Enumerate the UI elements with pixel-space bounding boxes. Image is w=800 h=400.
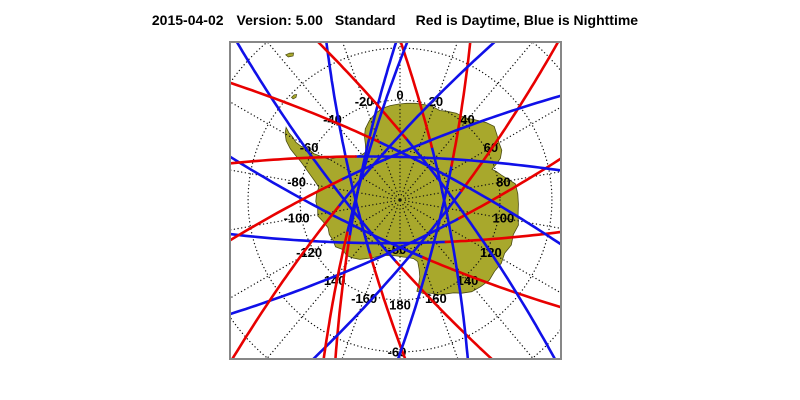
orbit-track-day-segment [322, 231, 349, 359]
orbit-track-day-segment [458, 156, 561, 220]
map-frame [229, 41, 562, 360]
pole-ring [393, 193, 407, 207]
plot-title: 2015-04-02 Version: 5.00 Standard Red is… [152, 12, 638, 28]
orbit-track-night-segment [430, 145, 470, 359]
longitude-label-40: 40 [460, 112, 474, 127]
orbit-track-night-segment [337, 42, 497, 209]
longitude-label-160: 160 [425, 291, 447, 306]
orbit-track-day-segment [230, 205, 340, 359]
meridian-40 [405, 42, 534, 194]
longitude-label--100: -100 [284, 211, 310, 226]
longitude-label-80: 80 [496, 174, 510, 189]
orbit-track-day-segment [444, 230, 561, 244]
orbit-track-night-segment [230, 216, 461, 316]
orbit-track-night-segment [354, 155, 561, 172]
meridian-140 [405, 206, 535, 359]
longitude-label-180: 180 [389, 298, 411, 313]
orbit-track-night-segment [340, 94, 561, 181]
title-processing-mode: Standard [334, 12, 396, 28]
title-version: Version: 5.00 [236, 12, 323, 28]
orbit-track-day-segment [422, 256, 561, 309]
orbit-track-night-segment [325, 42, 372, 256]
orbit-track-day-segment [368, 253, 407, 359]
island-0 [285, 52, 295, 58]
pole-marker [398, 198, 402, 202]
longitude-label--20: -20 [355, 94, 374, 109]
orbit-track-night-segment [230, 155, 425, 259]
orbit-track-day-segment [316, 42, 408, 140]
longitude-label-0: 0 [396, 88, 403, 103]
orbit-track-night-segment [230, 232, 448, 245]
orbit-track-day-segment [230, 81, 380, 143]
orbit-track-night-segment [377, 140, 561, 246]
orbit-track-day-segment [450, 42, 472, 167]
longitude-label-100: 100 [493, 211, 515, 226]
orbit-track-night-segment [311, 189, 463, 359]
orbit-track-day-segment [334, 235, 351, 359]
island-1 [290, 94, 298, 100]
orbit-track-day-segment [399, 42, 433, 148]
orbit-track-day-segment [230, 178, 343, 242]
latitude-circle--60 [247, 47, 553, 353]
longitude-label--120: -120 [296, 245, 322, 260]
orbit-track-night-segment [396, 164, 453, 359]
latitude-circle--70 [299, 99, 501, 301]
title-date: 2015-04-02 [151, 12, 224, 28]
orbit-track-night-segment [404, 136, 557, 359]
orbit-track-night-segment [345, 42, 409, 234]
orbit-track-night-segment [235, 42, 398, 264]
map-area: 0 20406080100120140160180-160-140-120-100… [230, 42, 561, 359]
longitude-label--80: -80 [287, 174, 306, 189]
longitude-label--60: -60 [300, 140, 319, 155]
longitude-label--160: -160 [351, 291, 377, 306]
meridian--40 [266, 42, 395, 194]
meridian--140 [265, 206, 395, 359]
title-color-legend: Red is Daytime, Blue is Nighttime [415, 12, 639, 28]
orbit-track-day-segment [395, 260, 494, 359]
orbit-track-day-segment [230, 155, 357, 165]
orbit-track-day-segment [460, 42, 560, 193]
longitude-label-20: 20 [429, 94, 443, 109]
